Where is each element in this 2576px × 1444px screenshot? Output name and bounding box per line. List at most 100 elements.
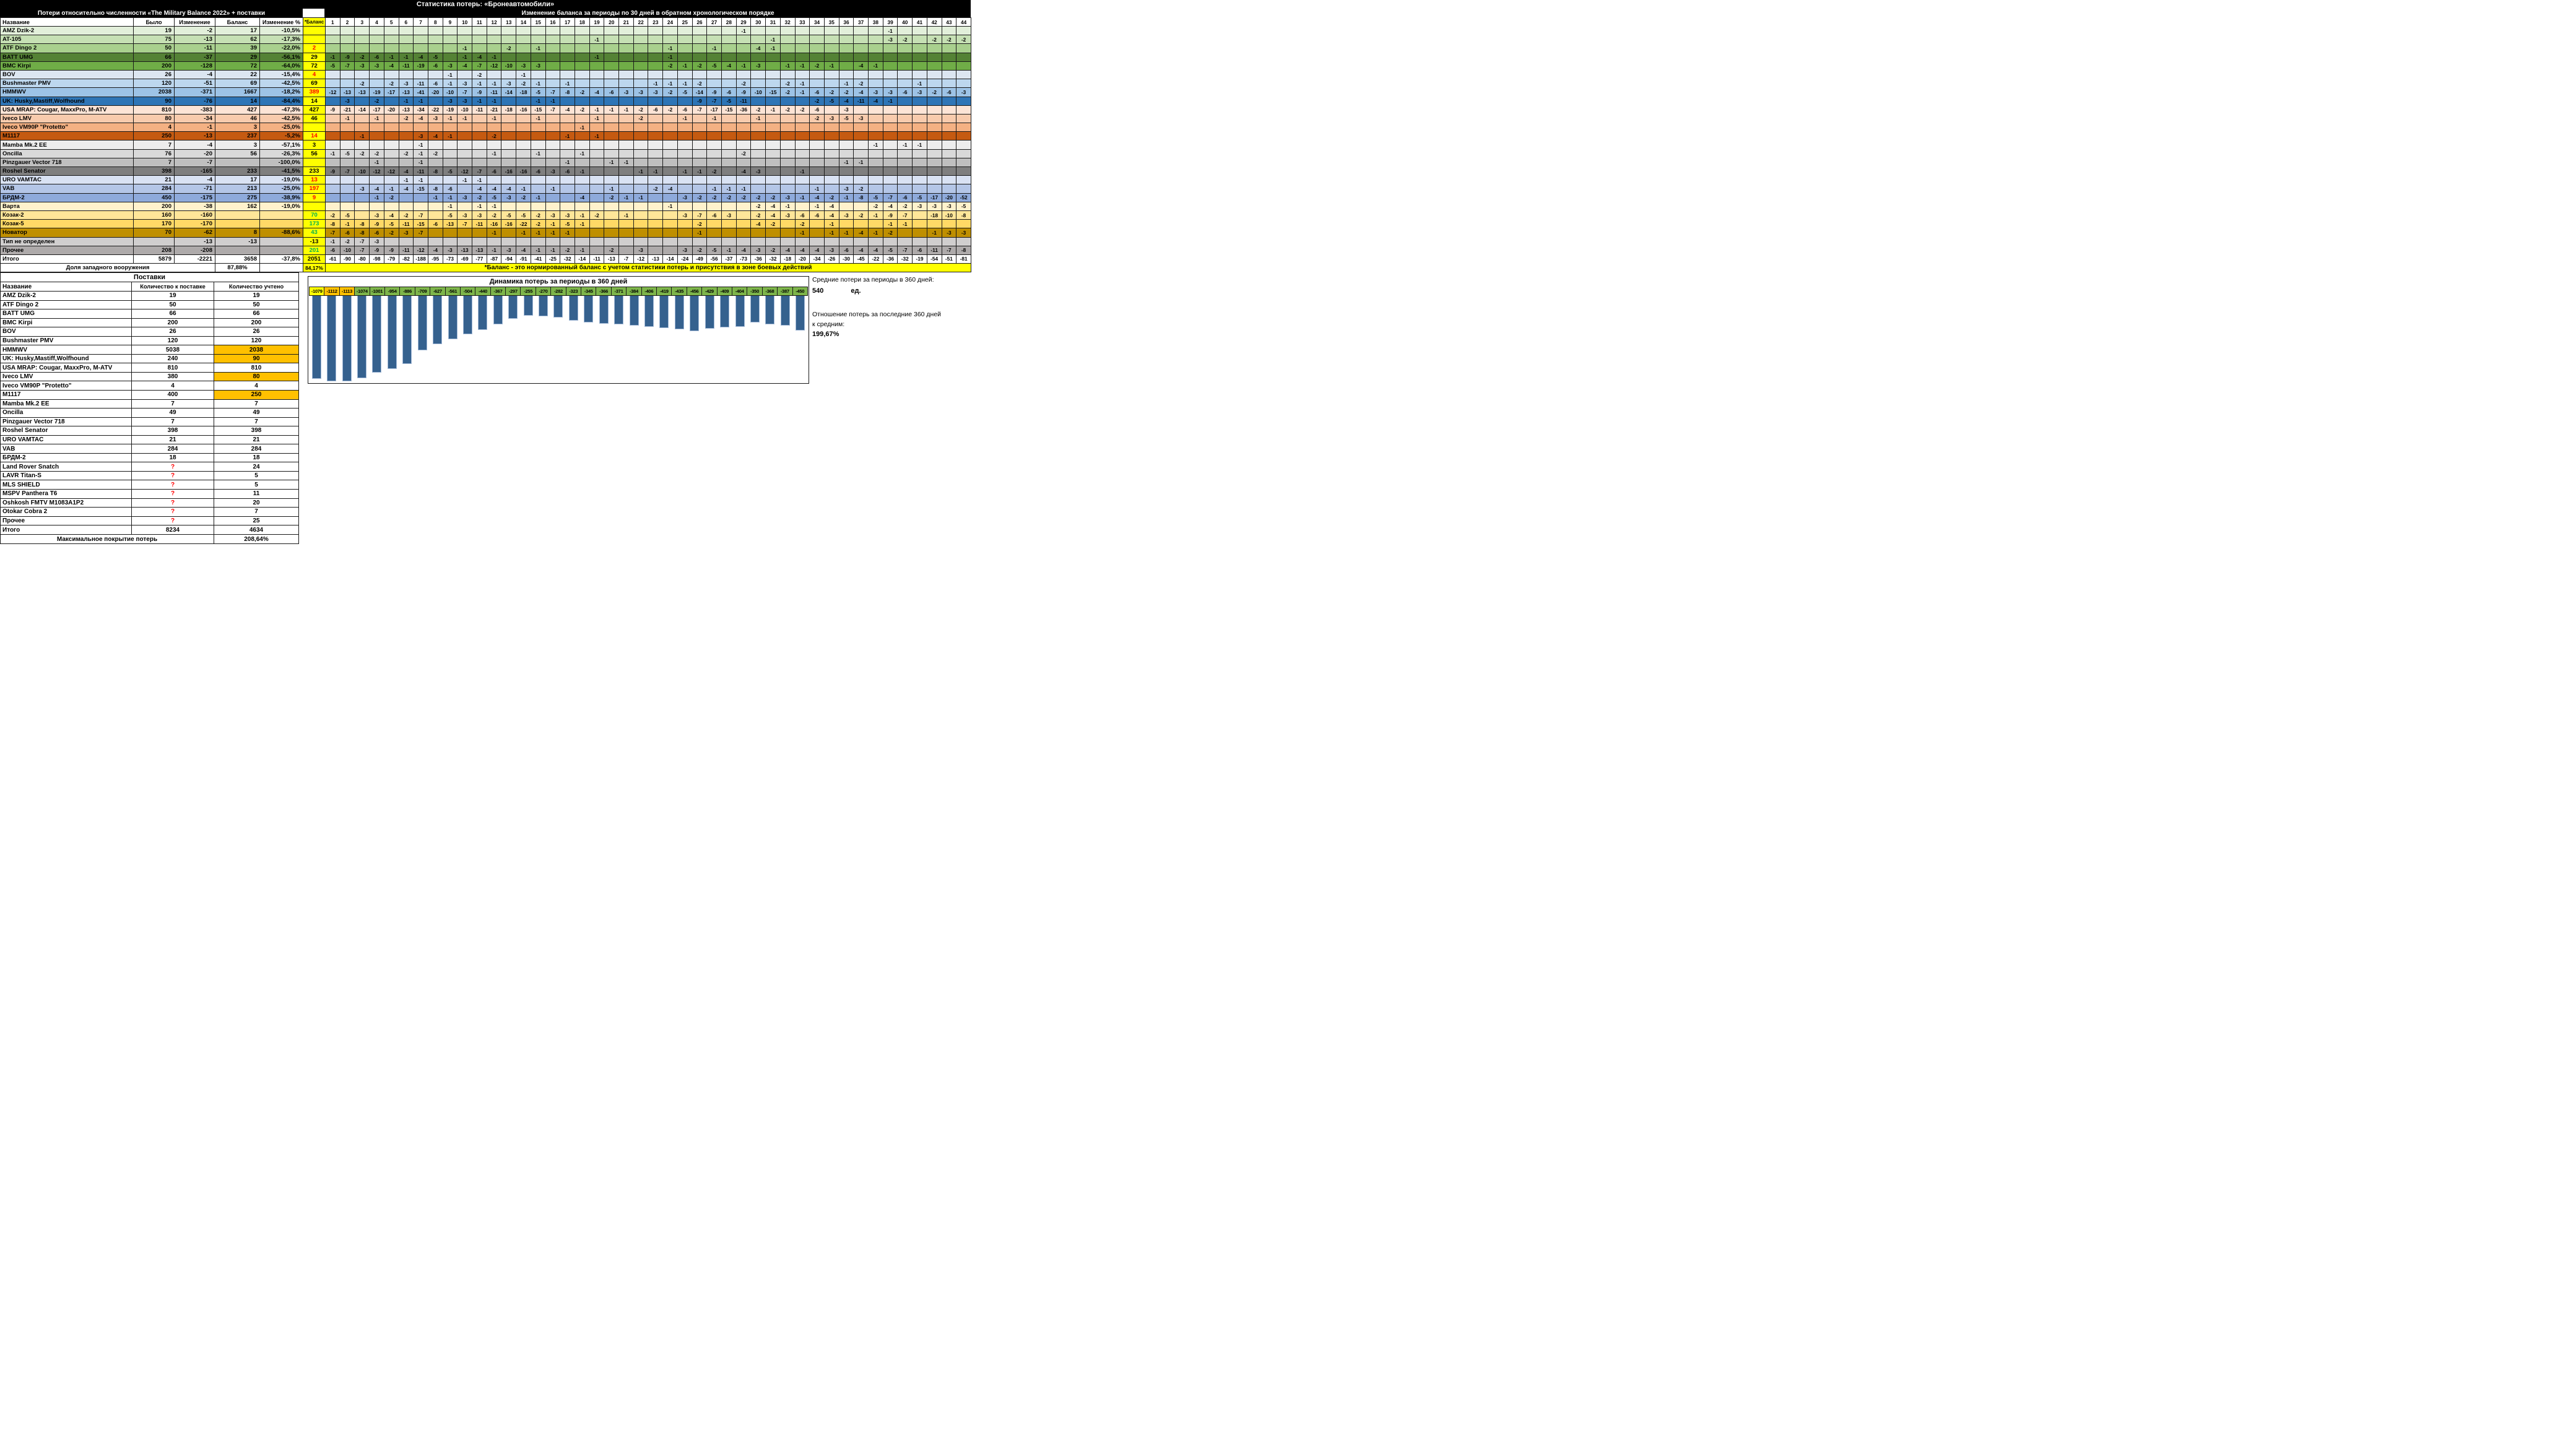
matrix-cell[interactable]	[575, 70, 590, 80]
matrix-cell[interactable]	[721, 132, 737, 141]
matrix-cell[interactable]	[766, 123, 781, 132]
matrix-cell[interactable]	[707, 53, 722, 62]
cell-change-pct[interactable]: -42,5%	[260, 114, 303, 124]
matrix-cell[interactable]: -5	[384, 220, 399, 229]
matrix-cell[interactable]	[707, 228, 722, 238]
matrix-cell[interactable]	[795, 132, 810, 141]
matrix-cell[interactable]	[458, 141, 473, 150]
matrix-cell[interactable]: -1	[619, 105, 634, 115]
matrix-cell[interactable]: -1	[736, 61, 752, 71]
matrix-cell[interactable]	[443, 158, 458, 167]
cell-nbalance[interactable]: 197	[303, 184, 326, 194]
matrix-cell[interactable]: -1	[370, 158, 384, 167]
matrix-cell[interactable]: -1	[575, 246, 590, 255]
matrix-cell[interactable]	[751, 184, 766, 194]
row-name[interactable]: BMC Kirpi	[1, 61, 134, 71]
matrix-cell[interactable]	[516, 27, 531, 36]
total-matrix-cell[interactable]: -73	[736, 254, 752, 264]
matrix-cell[interactable]: -1	[677, 114, 693, 124]
matrix-cell[interactable]: -3	[399, 79, 414, 89]
matrix-cell[interactable]: -1	[663, 202, 678, 211]
matrix-cell[interactable]: -18	[501, 105, 517, 115]
matrix-cell[interactable]: -1	[839, 79, 854, 89]
matrix-cell[interactable]	[913, 61, 927, 71]
cell-was[interactable]: 208	[134, 246, 175, 255]
matrix-cell[interactable]: -4	[428, 132, 443, 141]
matrix-cell[interactable]	[326, 27, 340, 36]
matrix-cell[interactable]	[472, 35, 487, 45]
supply-counted[interactable]: 120	[214, 336, 299, 346]
matrix-cell[interactable]	[942, 158, 957, 167]
matrix-cell[interactable]	[913, 167, 927, 176]
matrix-cell[interactable]	[604, 132, 620, 141]
matrix-cell[interactable]	[839, 123, 854, 132]
matrix-cell[interactable]	[663, 141, 678, 150]
matrix-cell[interactable]	[472, 132, 487, 141]
matrix-cell[interactable]	[942, 44, 957, 53]
matrix-cell[interactable]	[516, 114, 531, 124]
matrix-cell[interactable]	[619, 184, 634, 194]
cell-was[interactable]: 120	[134, 79, 175, 89]
matrix-cell[interactable]	[545, 193, 561, 202]
matrix-cell[interactable]: -11	[399, 61, 414, 71]
supply-row-name[interactable]: Pinzgauer Vector 718	[1, 417, 132, 427]
supply-counted[interactable]: 5	[214, 471, 299, 481]
matrix-cell[interactable]	[560, 27, 575, 36]
matrix-cell[interactable]	[619, 27, 634, 36]
matrix-cell[interactable]	[692, 123, 708, 132]
matrix-cell[interactable]: -1	[443, 202, 458, 211]
matrix-cell[interactable]	[648, 228, 664, 238]
matrix-cell[interactable]: -1	[443, 70, 458, 80]
matrix-cell[interactable]	[414, 202, 428, 211]
matrix-cell[interactable]: -1	[604, 184, 620, 194]
matrix-cell[interactable]	[326, 114, 340, 124]
matrix-cell[interactable]	[604, 167, 620, 176]
matrix-cell[interactable]	[326, 176, 340, 185]
supply-counted[interactable]: 4	[214, 381, 299, 391]
matrix-cell[interactable]	[927, 123, 942, 132]
row-name[interactable]: BATT UMG	[1, 53, 134, 62]
matrix-cell[interactable]	[869, 105, 883, 115]
matrix-cell[interactable]: -5	[824, 97, 839, 106]
cell-change-pct[interactable]: -57,1%	[260, 141, 303, 150]
matrix-cell[interactable]	[589, 167, 605, 176]
matrix-cell[interactable]: -1	[619, 210, 634, 220]
matrix-cell[interactable]	[677, 158, 693, 167]
matrix-cell[interactable]	[913, 53, 927, 62]
matrix-cell[interactable]: -41	[414, 88, 428, 97]
matrix-cell[interactable]	[942, 167, 957, 176]
matrix-cell[interactable]: -1	[531, 228, 546, 238]
matrix-cell[interactable]: -15	[414, 220, 428, 229]
matrix-cell[interactable]	[633, 176, 649, 185]
matrix-cell[interactable]	[619, 61, 634, 71]
matrix-cell[interactable]: -7	[883, 193, 898, 202]
supply-to-supply[interactable]: 4	[132, 381, 214, 391]
matrix-cell[interactable]	[913, 158, 927, 167]
matrix-cell[interactable]	[428, 44, 443, 53]
matrix-cell[interactable]	[663, 176, 678, 185]
cell-change[interactable]: -383	[175, 105, 215, 115]
matrix-cell[interactable]: -6	[326, 246, 340, 255]
matrix-cell[interactable]: -5	[883, 246, 898, 255]
matrix-cell[interactable]	[443, 44, 458, 53]
total-matrix-cell[interactable]: -73	[443, 254, 458, 264]
cell-was[interactable]: 66	[134, 53, 175, 62]
matrix-cell[interactable]	[854, 53, 869, 62]
supply-to-supply[interactable]: 5038	[132, 345, 214, 355]
matrix-cell[interactable]	[883, 149, 898, 158]
cell-nbalance[interactable]	[303, 202, 326, 211]
cell-nbalance[interactable]	[303, 158, 326, 167]
cell-change[interactable]: -165	[175, 167, 215, 176]
cell-balance[interactable]: 3	[215, 123, 260, 132]
matrix-cell[interactable]	[913, 228, 927, 238]
matrix-cell[interactable]	[736, 114, 752, 124]
matrix-cell[interactable]	[589, 27, 605, 36]
matrix-cell[interactable]	[956, 27, 971, 36]
matrix-cell[interactable]: -1	[340, 114, 355, 124]
cell-change-pct[interactable]: -19,0%	[260, 176, 303, 185]
matrix-cell[interactable]	[854, 149, 869, 158]
matrix-cell[interactable]	[766, 70, 781, 80]
matrix-cell[interactable]: -2	[795, 105, 810, 115]
matrix-cell[interactable]	[795, 44, 810, 53]
matrix-cell[interactable]	[604, 97, 620, 106]
